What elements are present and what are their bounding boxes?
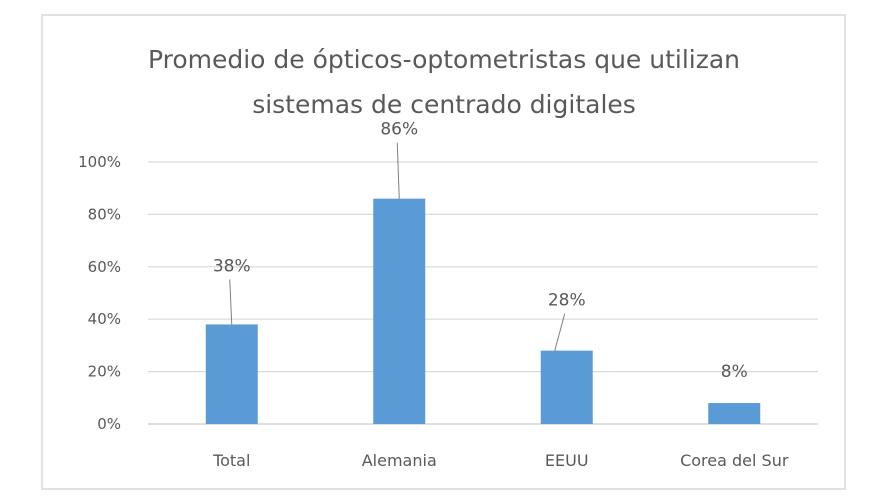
gridlines [148,161,818,425]
bar [373,198,426,424]
data-label-leaders [229,142,566,351]
x-tick-label: Corea del Sur [680,451,789,470]
bars [205,198,761,424]
x-tick-label: Alemania [362,451,437,470]
y-tick-label: 80% [88,205,121,223]
y-tick-label: 100% [78,153,121,171]
y-tick-label: 20% [88,363,121,381]
leader-line [229,279,233,325]
data-label: 86% [380,120,418,140]
y-axis-ticks: 0% 20% 40% 60% 80% 100% [78,153,121,433]
x-tick-label: EEUU [545,451,589,470]
data-label: 8% [721,362,748,382]
leader-line [396,142,400,199]
data-label: 28% [548,291,586,311]
bar [540,350,593,424]
y-tick-label: 60% [88,258,121,276]
leader-line [554,313,566,351]
data-label: 38% [213,256,251,276]
y-tick-label: 40% [88,310,121,328]
chart-title-line-1: Promedio de ópticos-optometristas que ut… [148,45,740,74]
bar [205,324,258,424]
x-axis-ticks: Total Alemania EEUU Corea del Sur [212,451,789,470]
bar [708,403,761,424]
chart-title-line-2: sistemas de centrado digitales [252,90,636,119]
data-labels: 38% 86% 28% 8% [213,120,748,382]
x-tick-label: Total [212,451,250,470]
y-tick-label: 0% [97,415,121,433]
